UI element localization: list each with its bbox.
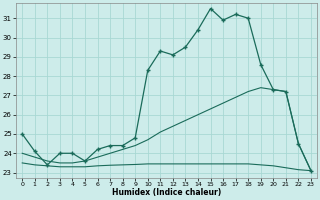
X-axis label: Humidex (Indice chaleur): Humidex (Indice chaleur)	[112, 188, 221, 197]
